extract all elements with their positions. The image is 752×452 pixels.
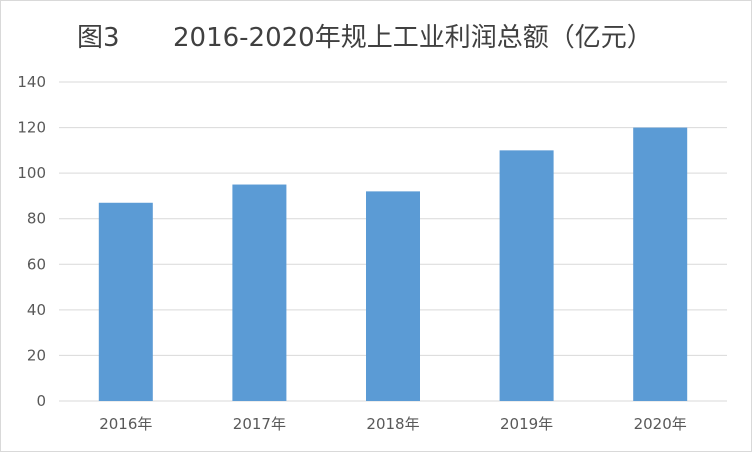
y-tick-label: 120	[17, 119, 46, 137]
title-text: 2016-2020年规上工业利润总额（亿元）	[173, 22, 653, 53]
x-tick-label: 2017年	[233, 415, 286, 433]
bar-2018年	[366, 191, 420, 401]
y-tick-label: 100	[17, 164, 46, 182]
bar-2020年	[633, 127, 688, 402]
x-tick-label: 2018年	[366, 415, 419, 433]
y-tick-label: 0	[36, 392, 46, 410]
y-tick-label: 60	[27, 255, 46, 273]
y-axis-ticks: 0 20 40 60 80 100 120 140	[17, 73, 46, 410]
y-tick-label: 80	[27, 210, 46, 228]
x-axis-ticks: 2016年 2017年 2018年 2019年 2020年	[99, 415, 687, 433]
x-tick-label: 2016年	[99, 415, 152, 433]
bar-2019年	[499, 150, 554, 401]
bars	[98, 127, 688, 402]
y-tick-label: 20	[27, 346, 46, 364]
figure-label: 图3	[77, 22, 120, 53]
y-tick-label: 40	[27, 301, 46, 319]
x-tick-label: 2019年	[500, 415, 553, 433]
bar-2016年	[98, 202, 153, 401]
bar-2017年	[232, 184, 287, 401]
chart-title: 图3 2016-2020年规上工业利润总额（亿元）	[77, 15, 653, 55]
y-tick-label: 140	[17, 73, 46, 91]
x-tick-label: 2020年	[634, 415, 687, 433]
